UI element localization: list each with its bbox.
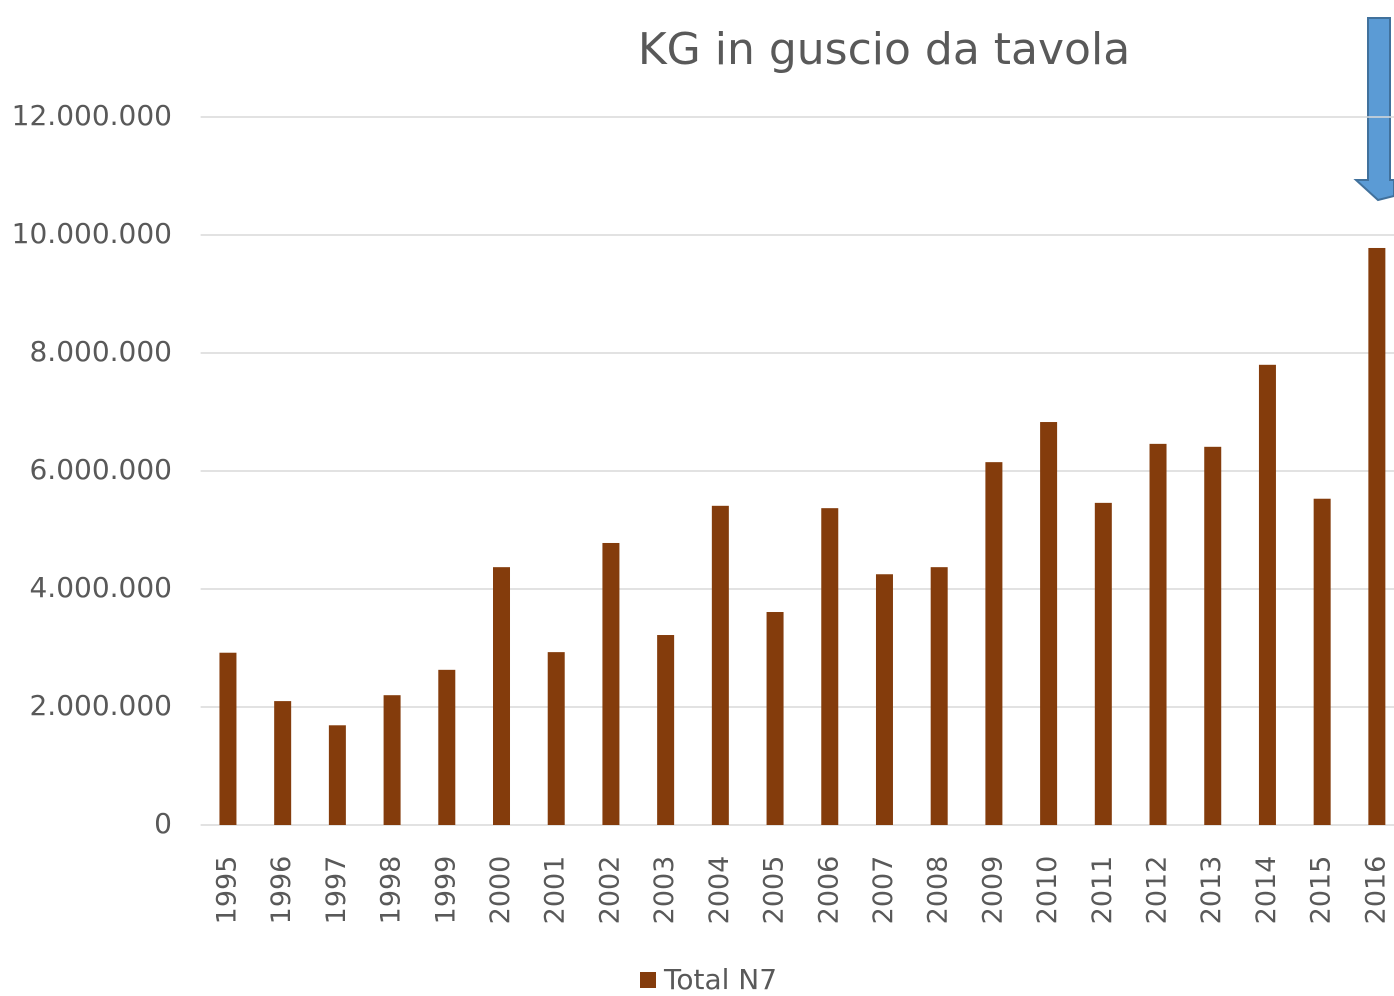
x-tick-label: 2014	[1251, 856, 1282, 925]
x-tick-label: 1997	[321, 856, 352, 925]
x-tick-label: 2013	[1196, 856, 1227, 925]
x-tick-label: 1995	[211, 856, 242, 925]
legend-label: Total N7	[663, 963, 777, 996]
y-tick-label: 12.000.000	[12, 99, 172, 132]
bar	[821, 508, 839, 825]
bar	[438, 669, 456, 825]
y-tick-label: 8.000.000	[29, 335, 172, 368]
y-tick-label: 10.000.000	[12, 217, 172, 250]
y-tick-label: 0	[154, 807, 172, 840]
x-tick-label: 2011	[1087, 856, 1118, 925]
y-tick-label: 6.000.000	[29, 453, 172, 486]
bar	[985, 462, 1003, 825]
x-tick-label: 2015	[1306, 856, 1337, 925]
bar	[711, 505, 729, 825]
x-tick-label: 1998	[376, 856, 407, 925]
bar	[547, 652, 565, 825]
bar	[1204, 446, 1222, 825]
x-tick-label: 2002	[594, 856, 625, 925]
x-tick-label: 2010	[1032, 856, 1063, 925]
x-tick-label: 1996	[266, 856, 297, 925]
x-tick-label: 2004	[704, 856, 735, 925]
bar	[766, 612, 784, 825]
bar	[1313, 498, 1331, 825]
x-tick-label: 2005	[759, 856, 790, 925]
bar	[1149, 443, 1167, 825]
bar	[493, 567, 511, 825]
x-tick-label: 2008	[923, 856, 954, 925]
bar	[657, 635, 675, 825]
y-tick-label: 4.000.000	[29, 571, 172, 604]
y-tick-label: 2.000.000	[29, 689, 172, 722]
x-tick-label: 1999	[430, 856, 461, 925]
x-tick-label: 2000	[485, 856, 516, 925]
bar	[875, 574, 893, 825]
legend-swatch	[640, 972, 656, 988]
bar	[1040, 422, 1058, 825]
x-tick-label: 2009	[977, 856, 1008, 925]
bar	[1094, 502, 1112, 825]
x-tick-label: 2006	[813, 856, 844, 925]
bar	[219, 652, 237, 825]
bar	[602, 542, 620, 825]
x-tick-label: 2003	[649, 856, 680, 925]
x-tick-label: 2016	[1360, 856, 1391, 925]
bar	[1368, 247, 1386, 826]
bar	[1258, 364, 1276, 825]
x-tick-label: 2012	[1142, 856, 1173, 925]
bar	[328, 725, 346, 825]
x-tick-label: 2001	[540, 856, 571, 925]
bar	[383, 695, 401, 825]
bar	[930, 567, 948, 825]
arrow	[1353, 17, 1394, 202]
chart-title: KG in guscio da tavola	[638, 24, 1130, 75]
x-tick-label: 2007	[868, 856, 899, 925]
bar	[274, 701, 292, 825]
